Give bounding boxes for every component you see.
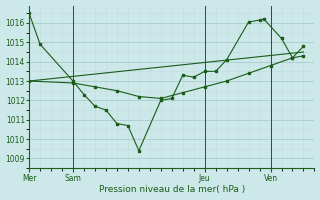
X-axis label: Pression niveau de la mer( hPa ): Pression niveau de la mer( hPa ) bbox=[99, 185, 245, 194]
